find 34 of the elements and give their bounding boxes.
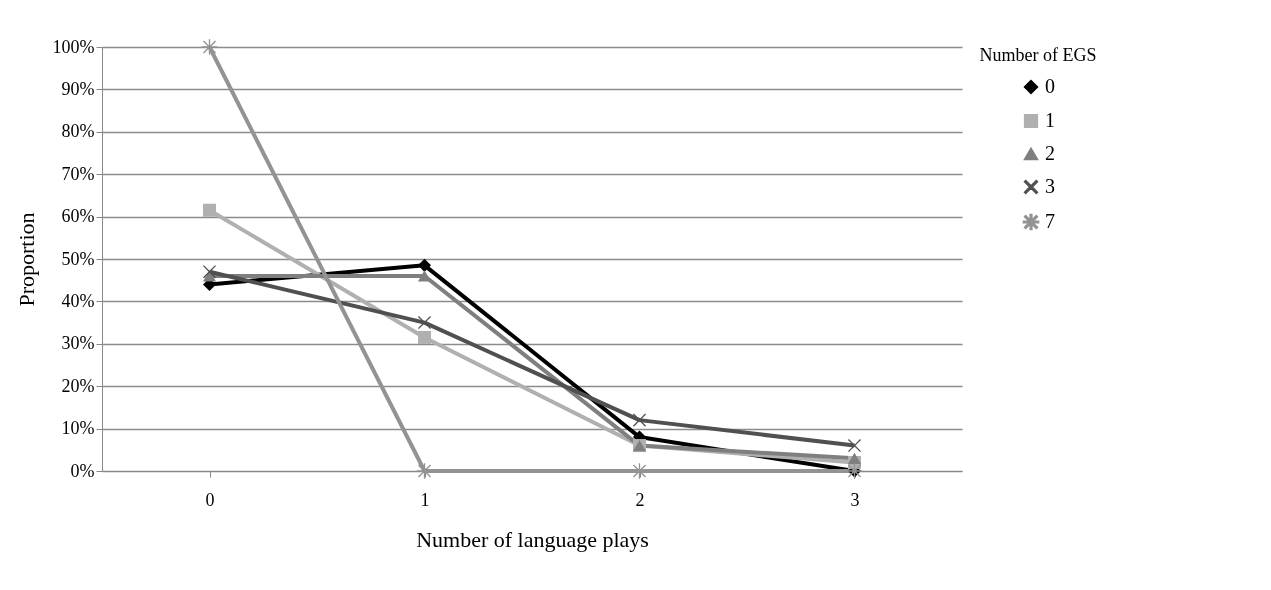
legend-label: 2: [1045, 142, 1055, 164]
point: [416, 463, 433, 479]
y-tick-label: 50%: [61, 248, 95, 269]
y-tick-label: 10%: [61, 418, 95, 439]
y-tick-label: 0%: [70, 460, 95, 481]
y-tick-label: 100%: [52, 36, 95, 57]
point: [632, 413, 647, 427]
point: [202, 270, 217, 282]
x-axis-title: Number of language plays: [416, 526, 649, 552]
point: [201, 39, 218, 55]
point: [202, 265, 217, 279]
y-axis-title: Proportion: [13, 212, 39, 307]
legend-label: 0: [1045, 75, 1055, 97]
y-tick-label: 70%: [61, 163, 95, 184]
legend-label: 3: [1045, 175, 1055, 197]
point: [202, 203, 217, 217]
x-tick-label: 2: [635, 489, 645, 510]
y-tick-label: 90%: [61, 78, 95, 99]
y-tick-label: 30%: [61, 333, 95, 354]
x-tick-label: 0: [205, 489, 215, 510]
y-tick-label: 60%: [61, 206, 95, 227]
point: [631, 463, 648, 479]
y-tick-label: 40%: [61, 290, 95, 311]
y-tick-label: 20%: [61, 375, 95, 396]
legend-label: 1: [1045, 109, 1055, 131]
x-tick-label: 3: [850, 489, 860, 510]
x-tick-label: 1: [420, 489, 430, 510]
legend-label: 7: [1045, 210, 1055, 232]
point: [417, 258, 432, 272]
point: [847, 452, 862, 464]
legend-title: Number of EGS: [979, 45, 1097, 65]
point: [417, 330, 432, 344]
point: [417, 316, 432, 330]
y-tick-label: 80%: [61, 121, 95, 142]
